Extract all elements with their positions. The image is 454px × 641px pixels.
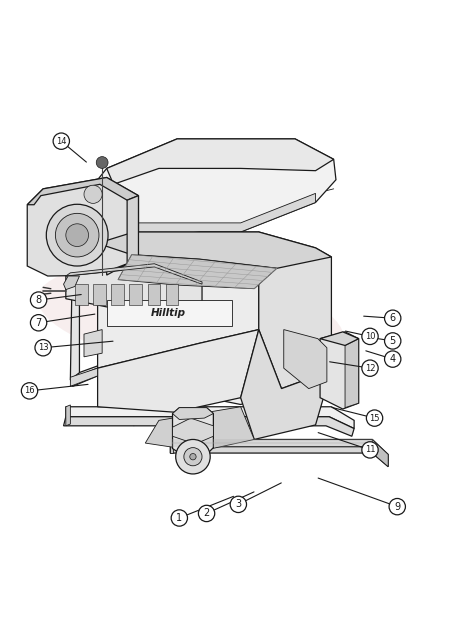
Circle shape	[366, 410, 383, 426]
Polygon shape	[320, 332, 359, 345]
Polygon shape	[27, 178, 138, 276]
Polygon shape	[66, 263, 202, 284]
Polygon shape	[107, 139, 334, 185]
Text: 6: 6	[390, 313, 396, 323]
Polygon shape	[107, 196, 138, 275]
Text: SPECIALISTS: SPECIALISTS	[172, 309, 282, 339]
Polygon shape	[259, 232, 331, 388]
Polygon shape	[66, 267, 202, 316]
Polygon shape	[70, 368, 98, 387]
Text: 2: 2	[203, 508, 210, 519]
Text: 13: 13	[38, 343, 49, 353]
Circle shape	[385, 310, 401, 326]
Circle shape	[362, 442, 378, 458]
Text: 10: 10	[365, 332, 375, 341]
Text: 12: 12	[365, 363, 375, 372]
Circle shape	[385, 333, 401, 349]
Polygon shape	[27, 178, 138, 204]
Polygon shape	[98, 329, 259, 412]
Polygon shape	[70, 338, 331, 425]
Circle shape	[66, 224, 89, 247]
Circle shape	[198, 505, 215, 522]
Circle shape	[389, 499, 405, 515]
Circle shape	[362, 360, 378, 376]
Polygon shape	[98, 232, 259, 368]
Circle shape	[30, 315, 47, 331]
Text: 11: 11	[365, 445, 375, 454]
Text: 3: 3	[235, 499, 242, 510]
Polygon shape	[170, 447, 388, 467]
Polygon shape	[70, 368, 331, 404]
FancyBboxPatch shape	[129, 284, 142, 304]
Polygon shape	[170, 440, 388, 460]
Polygon shape	[345, 338, 359, 408]
Text: 8: 8	[35, 295, 42, 305]
Text: 4: 4	[390, 354, 396, 364]
Circle shape	[35, 340, 51, 356]
Text: 1: 1	[176, 513, 183, 523]
Circle shape	[362, 328, 378, 345]
Circle shape	[385, 351, 401, 367]
Polygon shape	[284, 329, 327, 388]
Circle shape	[46, 204, 108, 266]
Polygon shape	[170, 440, 173, 453]
Circle shape	[176, 440, 210, 474]
Polygon shape	[70, 232, 98, 379]
FancyBboxPatch shape	[93, 284, 106, 304]
Circle shape	[53, 133, 69, 149]
Polygon shape	[89, 139, 336, 232]
Polygon shape	[91, 194, 316, 232]
Circle shape	[30, 292, 47, 308]
Text: Hilltip: Hilltip	[150, 308, 186, 318]
Text: 16: 16	[24, 387, 35, 395]
Polygon shape	[241, 329, 331, 440]
FancyBboxPatch shape	[75, 284, 88, 304]
Circle shape	[184, 447, 202, 466]
Polygon shape	[173, 408, 213, 459]
Polygon shape	[372, 440, 388, 467]
Text: 9: 9	[394, 502, 400, 512]
Polygon shape	[84, 329, 102, 357]
Polygon shape	[118, 254, 277, 288]
Circle shape	[171, 510, 188, 526]
Circle shape	[190, 454, 196, 460]
Polygon shape	[66, 405, 70, 426]
Text: 14: 14	[56, 137, 67, 146]
FancyBboxPatch shape	[111, 284, 124, 304]
Polygon shape	[173, 418, 213, 444]
Circle shape	[21, 383, 38, 399]
Polygon shape	[64, 417, 354, 437]
Polygon shape	[64, 276, 79, 290]
Ellipse shape	[38, 264, 344, 372]
Polygon shape	[173, 408, 213, 419]
Circle shape	[96, 156, 108, 169]
Polygon shape	[98, 232, 331, 269]
Text: 15: 15	[369, 413, 380, 422]
Polygon shape	[66, 407, 354, 429]
Circle shape	[84, 185, 102, 203]
Text: EQUIPMENT: EQUIPMENT	[96, 293, 227, 330]
Text: 7: 7	[35, 318, 42, 328]
Circle shape	[55, 213, 99, 257]
FancyBboxPatch shape	[148, 284, 160, 304]
FancyBboxPatch shape	[166, 284, 178, 304]
Circle shape	[230, 496, 247, 513]
Text: 5: 5	[390, 336, 396, 346]
Polygon shape	[107, 300, 232, 326]
Polygon shape	[320, 332, 359, 409]
Polygon shape	[145, 407, 254, 451]
